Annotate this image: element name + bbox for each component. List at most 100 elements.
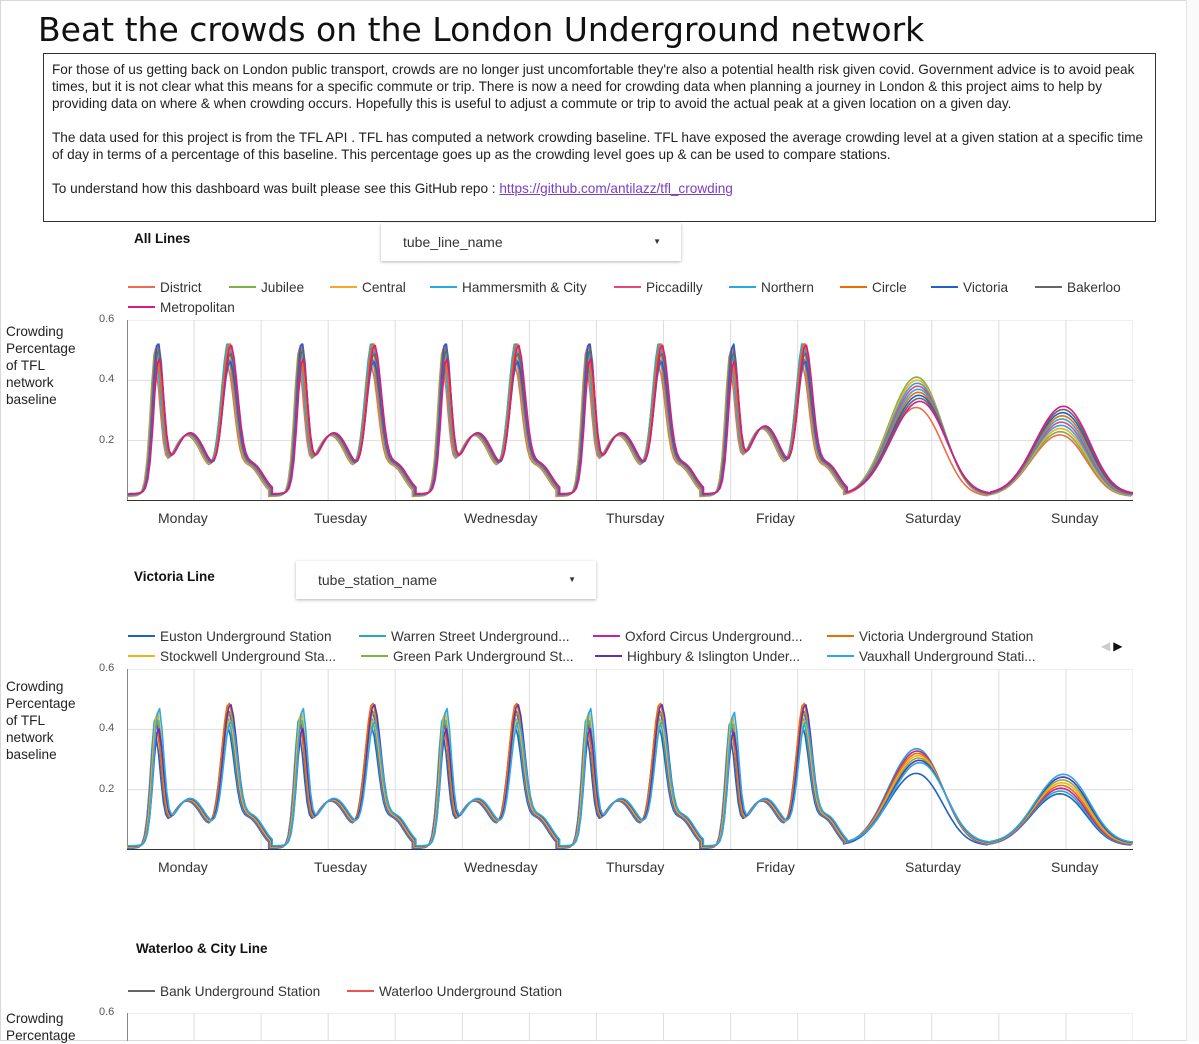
legend-item[interactable]: Metropolitan — [128, 300, 235, 315]
x-day-label: Friday — [756, 510, 795, 526]
series-line — [127, 711, 1133, 848]
legend-swatch — [330, 286, 357, 289]
all-lines-ylabel: Crowding Percentage of TFL network baseline — [6, 323, 76, 408]
legend-label: Stockwell Underground Sta... — [160, 649, 337, 664]
github-repo-link[interactable]: https://github.com/antilazz/tfl_crowding — [499, 181, 733, 196]
vertical-scrollbar[interactable] — [1186, 0, 1199, 1041]
legend-item[interactable]: Circle — [840, 280, 907, 295]
x-day-label: Tuesday — [314, 859, 368, 875]
legend-label: Victoria — [963, 280, 1009, 295]
legend-label: Hammersmith & City — [462, 280, 587, 295]
legend-label: Jubilee — [261, 280, 305, 295]
y-tick-label: 0.4 — [99, 373, 115, 386]
waterloo-ylabel: Crowding Percentage — [6, 1010, 76, 1044]
legend-swatch — [347, 990, 374, 993]
series-line — [127, 704, 1133, 847]
legend-label: Waterloo Underground Station — [379, 984, 563, 999]
victoria-line-title: Victoria Line — [134, 569, 215, 584]
legend-label: District — [160, 280, 202, 295]
legend-item[interactable]: Victoria — [931, 280, 1008, 295]
series-line — [127, 350, 1133, 496]
legend-prev-icon[interactable]: ◀ — [1101, 639, 1111, 653]
y-tick-label: 0.2 — [99, 782, 115, 795]
legend-item[interactable]: Central — [330, 280, 406, 295]
series-line — [127, 711, 1133, 848]
legend-item[interactable]: Piccadilly — [614, 280, 703, 295]
intro-link-prefix: To understand how this dashboard was bui… — [52, 181, 500, 196]
legend-item[interactable]: Northern — [729, 280, 814, 295]
legend-item[interactable]: District — [128, 280, 202, 295]
chevron-down-icon: ▼ — [568, 575, 576, 584]
x-day-label: Wednesday — [464, 510, 538, 526]
legend-swatch — [1035, 286, 1062, 289]
intro-paragraph-3: To understand how this dashboard was bui… — [52, 180, 1147, 197]
tube-station-dropdown-label: tube_station_name — [318, 572, 438, 588]
legend-swatch — [595, 655, 622, 658]
tube-station-name-dropdown[interactable]: tube_station_name ▼ — [296, 561, 596, 599]
ylabel-line: network — [6, 730, 54, 745]
ylabel-line: baseline — [6, 747, 57, 762]
all-lines-plot — [127, 320, 1133, 501]
legend-item[interactable]: Highbury & Islington Under... — [595, 649, 800, 664]
legend-label: Warren Street Underground... — [391, 629, 570, 644]
legend-swatch — [614, 286, 641, 289]
series-line — [127, 349, 1132, 497]
series-line — [127, 343, 1133, 496]
x-day-label: Saturday — [905, 510, 962, 526]
series-line — [127, 343, 1133, 497]
legend-swatch — [840, 286, 867, 289]
legend-swatch — [128, 655, 155, 658]
legend-swatch — [128, 635, 155, 638]
ylabel-line: of TFL — [6, 713, 46, 728]
legend-item[interactable]: Warren Street Underground... — [359, 629, 570, 644]
legend-next-icon[interactable]: ▶ — [1113, 639, 1123, 653]
legend-swatch — [359, 635, 386, 638]
tube-line-dropdown-label: tube_line_name — [403, 234, 503, 250]
page-title: Beat the crowds on the London Undergroun… — [38, 10, 925, 49]
x-day-label: Tuesday — [314, 510, 368, 526]
legend-item[interactable]: Hammersmith & City — [430, 280, 587, 295]
legend-item[interactable]: Jubilee — [229, 280, 304, 295]
x-day-label: Monday — [158, 510, 208, 526]
series-line — [127, 347, 1132, 497]
x-day-label: Wednesday — [464, 859, 538, 875]
legend-item[interactable]: Victoria Underground Station — [827, 629, 1033, 644]
legend-item[interactable]: Bank Underground Station — [128, 984, 320, 999]
legend-swatch — [430, 286, 457, 289]
legend-item[interactable]: Vauxhall Underground Stati... — [827, 649, 1036, 664]
waterloo-plot — [127, 1013, 1133, 1041]
legend-item[interactable]: Waterloo Underground Station — [347, 984, 562, 999]
legend-swatch — [827, 655, 854, 658]
x-day-label: Monday — [158, 859, 208, 875]
legend-swatch — [593, 635, 620, 638]
series-line — [127, 702, 1133, 849]
x-day-label: Thursday — [606, 859, 665, 875]
x-day-label: Thursday — [606, 510, 665, 526]
series-line — [127, 365, 1132, 498]
legend-item[interactable]: Stockwell Underground Sta... — [128, 649, 336, 664]
legend-swatch — [128, 990, 155, 993]
legend-swatch — [931, 286, 958, 289]
x-day-label: Sunday — [1051, 859, 1099, 875]
intro-paragraph-2: The data used for this project is from t… — [52, 130, 1144, 162]
legend-swatch — [361, 655, 388, 658]
intro-paragraph-1: For those of us getting back on London p… — [52, 62, 1135, 111]
victoria-plot — [127, 669, 1133, 850]
tube-line-name-dropdown[interactable]: tube_line_name ▼ — [381, 223, 681, 261]
legend-pager: ◀ ▶ — [1101, 639, 1122, 653]
legend-label: Green Park Underground St... — [393, 649, 574, 664]
series-line — [127, 715, 1132, 849]
legend-item[interactable]: Green Park Underground St... — [361, 649, 574, 664]
series-line — [127, 710, 1133, 849]
legend-item[interactable]: Bakerloo — [1035, 280, 1121, 295]
ylabel-line: network — [6, 375, 54, 390]
series-line — [127, 343, 1133, 496]
victoria-ylabel: Crowding Percentage of TFL network baseline — [6, 678, 76, 763]
y-tick-label: 0.4 — [99, 722, 115, 735]
legend-item[interactable]: Oxford Circus Underground... — [593, 629, 803, 644]
legend-label: Northern — [761, 280, 814, 295]
legend-label: Bank Underground Station — [160, 984, 321, 999]
legend-item[interactable]: Euston Underground Station — [128, 629, 332, 644]
series-line — [128, 344, 1133, 495]
ylabel-line: Percentage — [6, 1028, 76, 1043]
